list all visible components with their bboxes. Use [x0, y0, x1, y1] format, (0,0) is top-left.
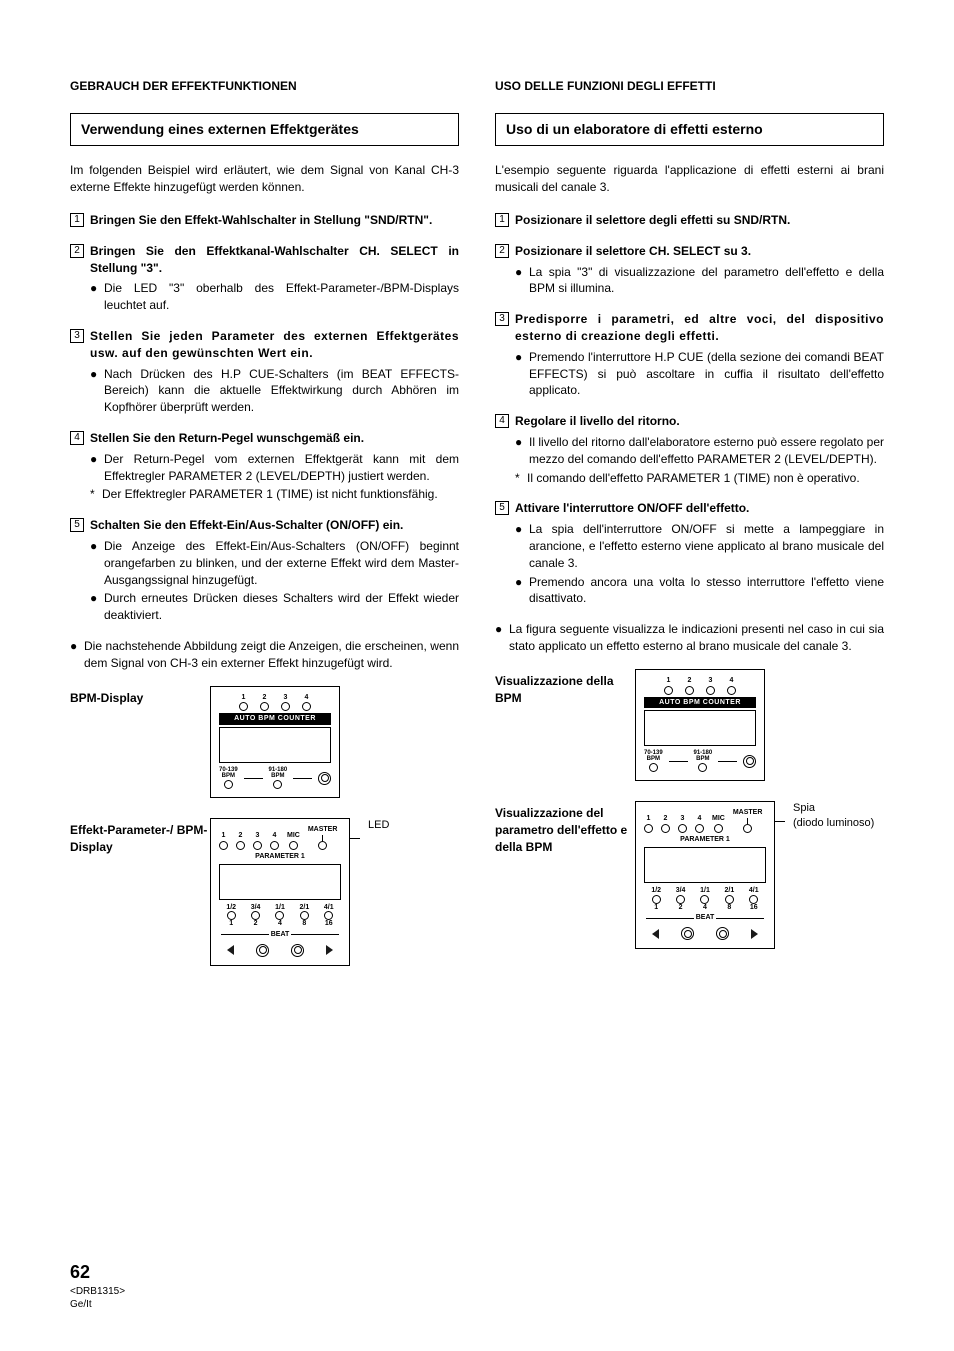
sub-note: *Il comando dell'effetto PARAMETER 1 (TI… [515, 470, 884, 487]
step-number: 2 [495, 244, 509, 258]
left-header: GEBRAUCH DER EFFEKTFUNKTIONEN [70, 78, 459, 95]
right-step-1: 1 Posizionare il selettore degli effetti… [495, 212, 884, 229]
step-number: 3 [495, 312, 509, 326]
step-number: 2 [70, 244, 84, 258]
step-title: Schalten Sie den Effekt-Ein/Aus-Schalter… [90, 517, 459, 534]
step-title: Bringen Sie den Effekt-Wahlschalter in S… [90, 212, 459, 229]
right-step-4: 4 Regolare il livello del ritorno. [495, 413, 884, 430]
right-arrow-icon [326, 945, 333, 955]
sub-bullet: ●Der Return-Pegel vom externen Effektger… [90, 451, 459, 485]
step-number: 1 [495, 213, 509, 227]
step-title: Posizionare il selettore degli effetti s… [515, 212, 884, 229]
sub-bullet: ●Premendo l'interruttore H.P CUE (della … [515, 349, 884, 399]
led-note: LED [368, 818, 389, 832]
right-bpm-display-row: Visualizzazione della BPM 1 2 3 4 AUTO B… [495, 669, 884, 782]
step-title: Posizionare il selettore CH. SELECT su 3… [515, 243, 884, 260]
step-title: Stellen Sie jeden Parameter des externen… [90, 328, 459, 362]
bpm-display-row: BPM-Display 1 2 3 4 AUTO BPM COUNTER 70-… [70, 686, 459, 799]
step-number: 5 [70, 518, 84, 532]
step-number: 5 [495, 501, 509, 515]
right-intro: L'esempio seguente riguarda l'applicazio… [495, 162, 884, 196]
sub-bullet: ●Die LED "3" oberhalb des Effekt-Paramet… [90, 280, 459, 314]
step-number: 4 [70, 431, 84, 445]
right-box-heading: Uso di un elaboratore di effetti esterno [495, 113, 884, 147]
step-title: Predisporre i parametri, ed altre voci, … [515, 311, 884, 345]
step-number: 4 [495, 414, 509, 428]
sub-bullet: ●Premendo ancora una volta lo stesso int… [515, 574, 884, 608]
step-number: 1 [70, 213, 84, 227]
left-step-3: 3 Stellen Sie jeden Parameter des extern… [70, 328, 459, 362]
left-intro: Im folgenden Beispiel wird erläutert, wi… [70, 162, 459, 196]
param-display-row: Effekt-Parameter-/ BPM-Display 1 2 3 4 M… [70, 818, 459, 966]
sub-bullet: ●Durch erneutes Drücken dieses Schalters… [90, 590, 459, 624]
left-box-heading: Verwendung eines externen Effektgerätes [70, 113, 459, 147]
step-number: 3 [70, 329, 84, 343]
param-display-label: Effekt-Parameter-/ BPM-Display [70, 818, 210, 856]
left-step-4: 4 Stellen Sie den Return-Pegel wunschgem… [70, 430, 459, 447]
spia-note: Spia(diodo luminoso) [793, 801, 874, 830]
step-title: Regolare il livello del ritorno. [515, 413, 884, 430]
right-step-5: 5 Attivare l'interruttore ON/OFF dell'ef… [495, 500, 884, 517]
page-footer: 62 <DRB1315> Ge/It [70, 1260, 125, 1311]
sub-note: *Der Effektregler PARAMETER 1 (TIME) ist… [90, 486, 459, 503]
lang-code: Ge/It [70, 1298, 125, 1311]
right-header: USO DELLE FUNZIONI DEGLI EFFETTI [495, 78, 884, 95]
page-number: 62 [70, 1260, 125, 1285]
right-bpm-label: Visualizzazione della BPM [495, 669, 635, 707]
step-title: Bringen Sie den Effektkanal-Wahlschalter… [90, 243, 459, 277]
left-step-2: 2 Bringen Sie den Effektkanal-Wahlschalt… [70, 243, 459, 277]
left-column: GEBRAUCH DER EFFEKTFUNKTIONEN Verwendung… [70, 78, 459, 986]
right-step-2: 2 Posizionare il selettore CH. SELECT su… [495, 243, 884, 260]
right-closing: ●La figura seguente visualizza le indica… [495, 621, 884, 655]
left-arrow-icon [652, 929, 659, 939]
sub-bullet: ●La spia "3" di visualizzazione del para… [515, 264, 884, 298]
step-title: Stellen Sie den Return-Pegel wunschgemäß… [90, 430, 459, 447]
auto-bpm-counter-label: AUTO BPM COUNTER [219, 713, 331, 725]
sub-bullet: ●Il livello del ritorno dall'elaboratore… [515, 434, 884, 468]
left-arrow-icon [227, 945, 234, 955]
left-closing: ●Die nachstehende Abbildung zeigt die An… [70, 638, 459, 672]
step-title: Attivare l'interruttore ON/OFF dell'effe… [515, 500, 884, 517]
two-column-layout: GEBRAUCH DER EFFEKTFUNKTIONEN Verwendung… [70, 78, 884, 986]
right-bpm-box: 1 2 3 4 AUTO BPM COUNTER 70-139BPM 91-18… [635, 669, 765, 782]
bpm-display-box: 1 2 3 4 AUTO BPM COUNTER 70-139BPM 91-18… [210, 686, 340, 799]
left-step-1: 1 Bringen Sie den Effekt-Wahlschalter in… [70, 212, 459, 229]
left-step-5: 5 Schalten Sie den Effekt-Ein/Aus-Schalt… [70, 517, 459, 534]
right-column: USO DELLE FUNZIONI DEGLI EFFETTI Uso di … [495, 78, 884, 986]
doc-code: <DRB1315> [70, 1285, 125, 1298]
right-param-display-row: Visualizzazione del parametro dell'effet… [495, 801, 884, 949]
right-arrow-icon [751, 929, 758, 939]
param-display-box: 1 2 3 4 MIC MASTER PARAMETER 1 1/21 3/42… [210, 818, 350, 966]
right-param-label: Visualizzazione del parametro dell'effet… [495, 801, 635, 855]
right-step-3: 3 Predisporre i parametri, ed altre voci… [495, 311, 884, 345]
bpm-display-label: BPM-Display [70, 686, 210, 707]
sub-bullet: ●Nach Drücken des H.P CUE-Schalters (im … [90, 366, 459, 416]
right-param-box: 1 2 3 4 MIC MASTER PARAMETER 1 1/21 3/42… [635, 801, 775, 949]
sub-bullet: ●La spia dell'interruttore ON/OFF si met… [515, 521, 884, 571]
sub-bullet: ●Die Anzeige des Effekt-Ein/Aus-Schalter… [90, 538, 459, 588]
